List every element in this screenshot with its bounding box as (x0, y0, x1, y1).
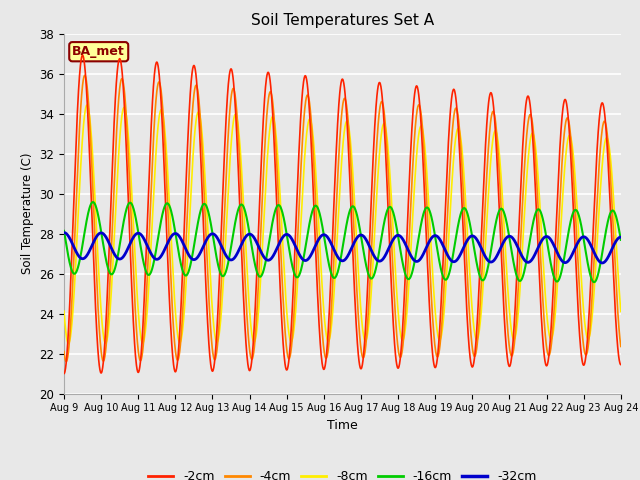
Title: Soil Temperatures Set A: Soil Temperatures Set A (251, 13, 434, 28)
Text: BA_met: BA_met (72, 45, 125, 58)
X-axis label: Time: Time (327, 419, 358, 432)
Legend: -2cm, -4cm, -8cm, -16cm, -32cm: -2cm, -4cm, -8cm, -16cm, -32cm (143, 465, 541, 480)
Y-axis label: Soil Temperature (C): Soil Temperature (C) (20, 153, 34, 275)
